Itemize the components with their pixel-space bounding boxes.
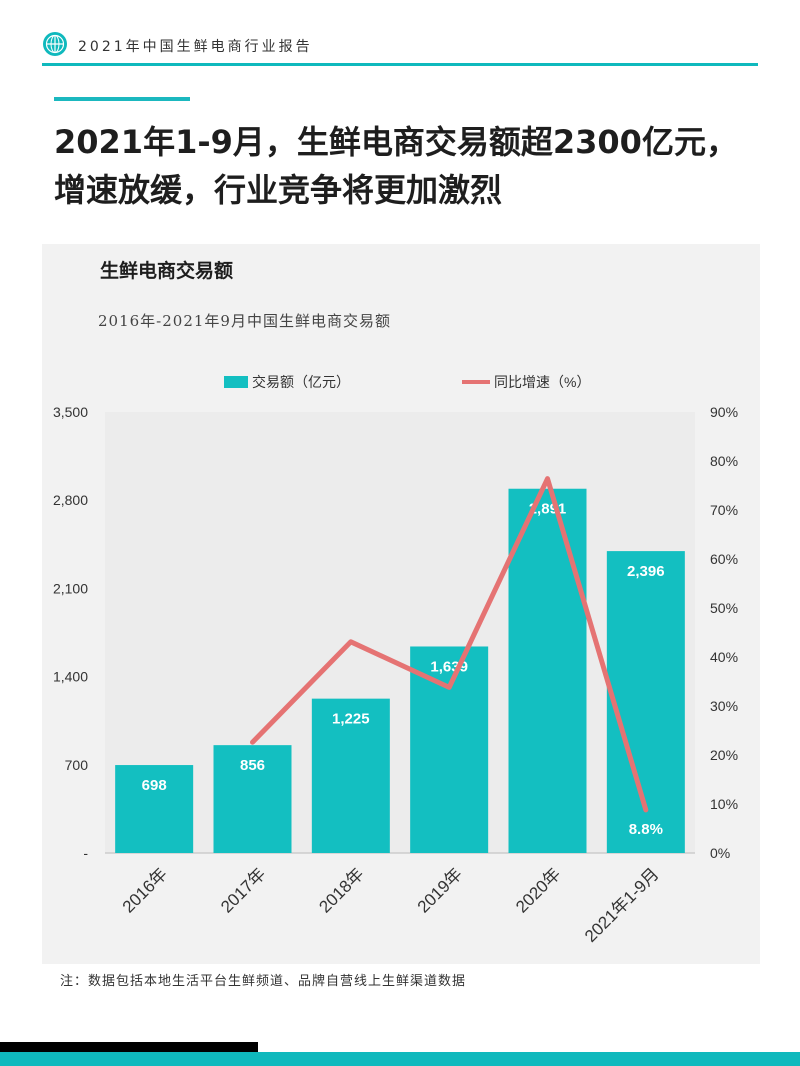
bar [410, 646, 489, 853]
x-tick-label: 2021年1-9月 [581, 864, 663, 946]
y-right-tick-label: 90% [710, 404, 738, 420]
y-left-tick-label: 3,500 [53, 404, 88, 420]
report-logo-icon [43, 32, 67, 56]
page-headline: 2021年1-9月，生鲜电商交易额超2300亿元， 增速放缓，行业竞争将更加激烈 [54, 118, 774, 214]
footer-bar-accent [0, 1052, 800, 1066]
legend-label-line: 同比增速（%） [494, 374, 590, 390]
bar-value-label: 2,396 [627, 563, 665, 580]
y-left-tick-label: 2,800 [53, 492, 88, 508]
bar [115, 765, 194, 853]
report-title: 2021年中国生鲜电商行业报告 [78, 39, 313, 55]
bar [311, 698, 390, 853]
x-tick-label: 2019年 [414, 864, 466, 916]
bar [508, 488, 587, 853]
y-right-tick-label: 60% [710, 551, 738, 567]
chart-title: 2016年-2021年9月中国生鲜电商交易额 [98, 312, 391, 330]
y-right-tick-label: 80% [710, 453, 738, 469]
bar-value-label: 1,225 [332, 711, 370, 728]
headline-line-2: 增速放缓，行业竞争将更加激烈 [54, 171, 503, 209]
header-divider [42, 63, 758, 66]
chart-heading: 生鲜电商交易额 [100, 260, 234, 282]
y-left-tick-label: - [83, 845, 88, 861]
legend-swatch-bar [224, 376, 248, 388]
bar-value-label: 698 [142, 777, 167, 794]
y-right-tick-label: 30% [710, 698, 738, 714]
plot-background [105, 412, 695, 853]
y-right-tick-label: 20% [710, 747, 738, 763]
x-tick-label: 2017年 [217, 864, 269, 916]
headline-line-1: 2021年1-9月，生鲜电商交易额超2300亿元， [54, 123, 738, 161]
y-right-tick-label: 70% [710, 502, 738, 518]
legend-label-bar: 交易额（亿元） [252, 374, 350, 390]
x-tick-label: 2020年 [512, 864, 564, 916]
y-right-tick-label: 40% [710, 649, 738, 665]
y-right-tick-label: 50% [710, 600, 738, 616]
footer-bar-dark [0, 1042, 258, 1052]
y-right-tick-label: 10% [710, 796, 738, 812]
footnote: 注：数据包括本地生活平台生鲜频道、品牌自营线上生鲜渠道数据 [60, 974, 467, 989]
y-right-tick-label: 0% [710, 845, 730, 861]
growth-rate-label: 8.8% [629, 821, 663, 838]
x-tick-label: 2018年 [315, 864, 367, 916]
y-left-tick-label: 2,100 [53, 580, 88, 596]
bar-value-label: 856 [240, 757, 265, 774]
bar [213, 745, 292, 853]
y-left-tick-label: 700 [65, 757, 89, 773]
x-tick-label: 2016年 [119, 864, 171, 916]
y-left-tick-label: 1,400 [53, 669, 88, 685]
headline-accent-bar [54, 97, 190, 101]
